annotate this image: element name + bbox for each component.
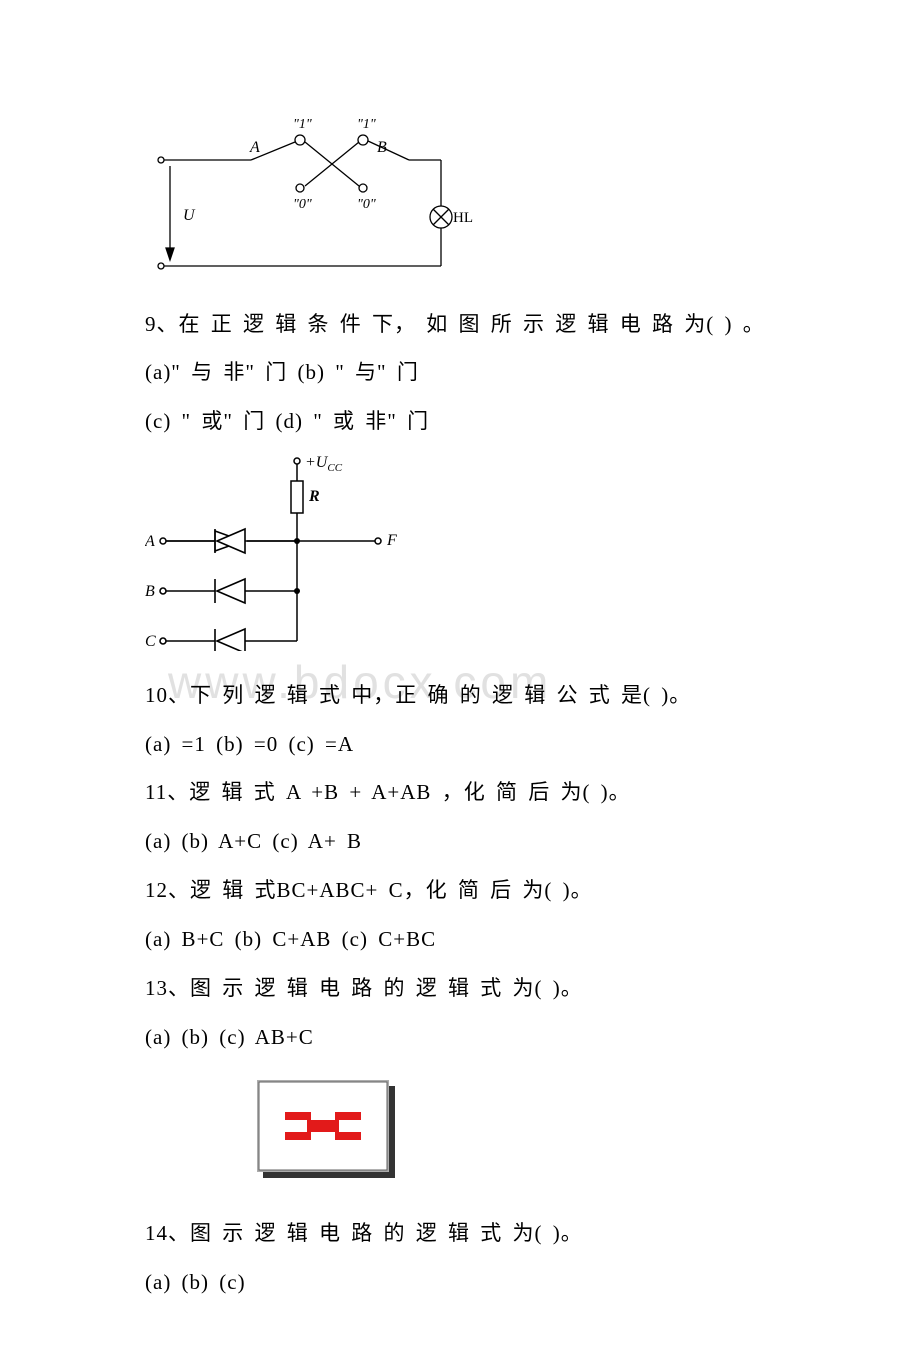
svg-text:F: F [386, 532, 397, 549]
svg-text:+UCC: +UCC [305, 454, 343, 474]
svg-text:B: B [377, 139, 387, 156]
svg-text:R: R [308, 488, 320, 505]
embedded-image-thumbnail [257, 1080, 397, 1180]
q14-text: 14、图 示 逻 辑 电 路 的 逻 辑 式 为( )。 [145, 1214, 775, 1253]
svg-text:"0": "0" [293, 197, 312, 212]
diagram-diode-logic: +UCC R A B C F [145, 451, 775, 662]
diagram-switch-circuit: "1" "1" "0" "0" A B U HL [145, 108, 775, 291]
svg-text:"1": "1" [357, 117, 376, 132]
svg-text:"1": "1" [293, 117, 312, 132]
q12-opts: (a) B+C (b) C+AB (c) C+BC [145, 920, 775, 959]
q14-opts: (a) (b) (c) [145, 1263, 775, 1302]
svg-text:HL: HL [453, 210, 473, 226]
q9-opts-cd: (c) " 或" 门 (d) " 或 非" 门 [145, 402, 775, 441]
q11-text: 11、逻 辑 式 A +B + A+AB ，化 简 后 为( )。 [145, 773, 775, 812]
svg-text:"0": "0" [357, 197, 376, 212]
svg-text:A: A [249, 139, 260, 156]
svg-text:U: U [183, 207, 196, 224]
q9-text: 9、在 正 逻 辑 条 件 下， 如 图 所 示 逻 辑 电 路 为( ) 。 [145, 305, 775, 344]
q9-opts-ab: (a)" 与 非" 门 (b) " 与" 门 [145, 353, 775, 392]
svg-text:C: C [145, 633, 156, 650]
q11-opts: (a) (b) A+C (c) A+ B [145, 822, 775, 861]
svg-text:A: A [145, 533, 155, 550]
svg-text:B: B [145, 583, 155, 600]
q12-text: 12、逻 辑 式BC+ABC+ C，化 简 后 为( )。 [145, 871, 775, 910]
q10-text: 10、下 列 逻 辑 式 中，正 确 的 逻 辑 公 式 是( )。 [145, 676, 775, 715]
q10-opts: (a) =1 (b) =0 (c) =A [145, 725, 775, 764]
q13-text: 13、图 示 逻 辑 电 路 的 逻 辑 式 为( )。 [145, 969, 775, 1008]
q13-opts: (a) (b) (c) AB+C [145, 1018, 775, 1057]
